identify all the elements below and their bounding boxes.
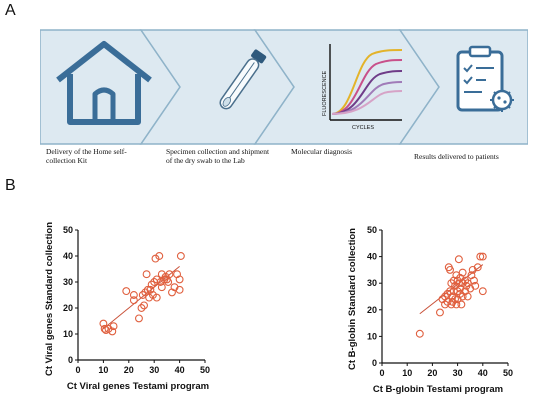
x-tick-label: 0: [379, 368, 384, 378]
data-point: [473, 263, 482, 272]
y-tick-label: 20: [63, 303, 73, 313]
data-point: [452, 300, 461, 309]
data-point: [454, 255, 463, 264]
scatter-chart-viral-genes: Ct Viral genes Standard collection Ct Vi…: [44, 222, 210, 392]
y-tick-label: 50: [63, 225, 73, 235]
data-point: [176, 252, 185, 260]
y-tick-label: 30: [63, 277, 73, 287]
y-tick-label: 0: [68, 355, 73, 365]
house-icon: [56, 41, 152, 125]
data-point: [164, 278, 173, 286]
y-tick-label: 30: [367, 278, 377, 288]
data-point: [152, 293, 161, 302]
data-point: [451, 295, 460, 304]
x-tick-label: 40: [478, 368, 488, 378]
data-point: [461, 276, 470, 285]
data-point: [137, 304, 146, 312]
data-point: [478, 252, 487, 261]
x-axis-title: Ct B-globin Testami program: [373, 384, 503, 395]
x-tick-label: 30: [149, 365, 159, 375]
workflow-arrows: [40, 29, 528, 145]
data-point: [122, 287, 131, 296]
workflow-step-1-label: Delivery of the Home self-collection Kit: [46, 147, 127, 165]
x-axis-title: Ct Viral genes Testami program: [67, 381, 209, 392]
data-point: [478, 287, 487, 296]
data-point: [135, 314, 143, 323]
x-tick-label: 0: [75, 365, 80, 375]
workflow-diagram: FLUORESCENCE CYCLES: [40, 29, 528, 145]
data-point: [129, 291, 138, 299]
x-tick-label: 20: [427, 368, 437, 378]
y-axis-title: Ct Viral genes Standard collection: [44, 222, 55, 376]
workflow-step-3-label: Molecular diagnosis: [291, 147, 353, 156]
data-point: [458, 268, 467, 277]
data-point: [157, 283, 166, 292]
data-point: [147, 280, 156, 289]
x-tick-label: 50: [200, 365, 210, 375]
y-tick-label: 10: [367, 331, 377, 341]
data-point: [175, 275, 184, 284]
data-point: [470, 276, 478, 285]
y-tick-label: 10: [63, 329, 73, 339]
x-tick-label: 20: [124, 365, 134, 375]
data-point: [453, 287, 462, 296]
data-point: [175, 285, 184, 294]
swab-tube-icon: [219, 49, 267, 110]
data-point: [143, 285, 152, 294]
clipboard-virus-icon: [456, 45, 514, 112]
y-tick-label: 40: [367, 252, 377, 262]
data-point: [99, 319, 108, 328]
x-tick-label: 40: [175, 365, 185, 375]
data-point: [155, 252, 164, 260]
x-tick-label: 50: [503, 368, 513, 378]
y-tick-label: 50: [367, 225, 377, 235]
scatter-chart-b-globin: Ct B-globin Standard collection Ct B-glo…: [347, 225, 513, 395]
pcr-amplification-curve-icon: FLUORESCENCE CYCLES: [322, 44, 403, 131]
data-point: [142, 270, 151, 279]
y-tick-label: 40: [63, 251, 73, 261]
data-point: [129, 296, 138, 305]
y-axis-title: Ct B-globin Standard collection: [347, 228, 358, 370]
data-point: [471, 281, 480, 290]
data-point: [436, 308, 444, 317]
data-point: [165, 270, 174, 279]
data-point: [415, 329, 424, 338]
workflow-step-4-label: Results delivered to patients: [414, 152, 499, 161]
x-tick-label: 10: [402, 368, 412, 378]
data-point: [140, 301, 148, 310]
y-tick-label: 20: [367, 305, 377, 315]
x-tick-label: 10: [98, 365, 108, 375]
data-point: [108, 327, 117, 336]
data-point: [457, 300, 466, 309]
x-tick-label: 30: [453, 368, 463, 378]
y-tick-label: 0: [372, 358, 377, 368]
data-point: [463, 292, 472, 301]
panel-label-b: B: [5, 177, 16, 194]
fluorescence-axis-label: FLUORESCENCE: [322, 70, 328, 116]
data-point: [476, 252, 485, 261]
data-point: [446, 265, 454, 274]
data-point: [109, 322, 118, 331]
workflow-step-2-label: Specimen collection and shipment of the …: [166, 147, 270, 165]
panel-label-a: A: [5, 2, 16, 19]
data-point: [100, 324, 109, 333]
cycles-axis-label: CYCLES: [352, 125, 374, 131]
